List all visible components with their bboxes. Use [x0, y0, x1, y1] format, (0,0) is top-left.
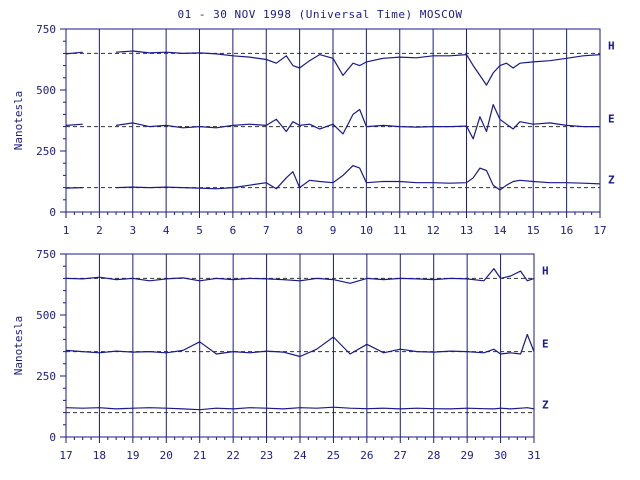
x-tick-label: 22 [227, 449, 240, 462]
y-axis-label: Nanotesla [12, 91, 25, 151]
series-label-z: Z [608, 174, 615, 187]
x-tick-label: 26 [360, 449, 373, 462]
x-tick-label: 24 [293, 449, 307, 462]
x-tick-label: 21 [193, 449, 206, 462]
y-tick-label: 500 [36, 84, 56, 97]
series-line-h [65, 268, 535, 284]
y-tick-label: 750 [36, 248, 56, 261]
x-tick-label: 29 [461, 449, 474, 462]
x-tick-label: 17 [593, 224, 606, 237]
series-line-z [65, 406, 535, 411]
series-line-e [65, 333, 535, 358]
series-label-e: E [608, 113, 615, 126]
x-tick-label: 23 [260, 449, 273, 462]
x-tick-label: 31 [527, 449, 540, 462]
series-label-e: E [542, 338, 549, 351]
x-tick-label: 2 [96, 224, 103, 237]
y-tick-label: 0 [49, 206, 56, 219]
x-tick-label: 13 [460, 224, 473, 237]
x-tick-label: 9 [330, 224, 337, 237]
x-tick-label: 3 [129, 224, 136, 237]
x-tick-label: 30 [494, 449, 507, 462]
x-tick-label: 6 [230, 224, 237, 237]
series-line-e [65, 104, 600, 140]
x-tick-label: 17 [59, 449, 72, 462]
y-tick-label: 250 [36, 145, 56, 158]
x-tick-label: 16 [560, 224, 573, 237]
y-tick-label: 500 [36, 309, 56, 322]
x-tick-label: 7 [263, 224, 270, 237]
y-tick-label: 0 [49, 431, 56, 444]
x-tick-label: 8 [296, 224, 303, 237]
x-tick-label: 27 [394, 449, 407, 462]
series-label-h: H [542, 264, 549, 277]
x-tick-label: 15 [527, 224, 540, 237]
x-tick-label: 18 [93, 449, 106, 462]
y-axis-label: Nanotesla [12, 316, 25, 376]
series-line-z [65, 165, 601, 191]
x-tick-label: 25 [327, 449, 340, 462]
series-label-z: Z [542, 399, 549, 412]
series-line-h [65, 50, 601, 86]
x-tick-label: 12 [427, 224, 440, 237]
x-tick-label: 28 [427, 449, 440, 462]
y-tick-label: 250 [36, 370, 56, 383]
y-tick-label: 750 [36, 23, 56, 36]
x-tick-label: 5 [196, 224, 203, 237]
x-tick-label: 20 [160, 449, 173, 462]
x-tick-label: 11 [393, 224, 406, 237]
x-tick-label: 10 [360, 224, 373, 237]
x-tick-label: 14 [493, 224, 507, 237]
x-tick-label: 4 [163, 224, 170, 237]
chart-title: 01 - 30 NOV 1998 (Universal Time) MOSCOW [177, 8, 463, 21]
x-tick-label: 19 [126, 449, 139, 462]
x-tick-label: 1 [63, 224, 70, 237]
series-label-h: H [608, 39, 615, 52]
